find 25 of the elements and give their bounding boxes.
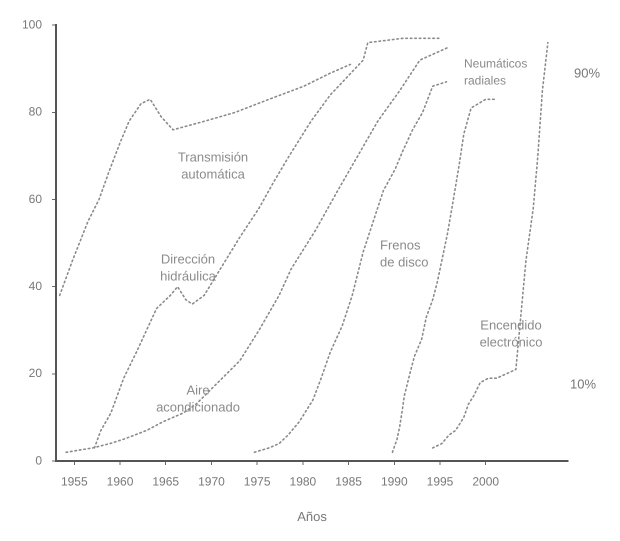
x-tick-label: 1955: [60, 474, 88, 489]
x-tick-label: 2000: [472, 474, 500, 489]
series-label: Dirección hidráulica: [160, 252, 217, 284]
text: 10%: [570, 376, 596, 392]
y-tick-label: 40: [28, 278, 42, 293]
x-tick-label: 1995: [426, 474, 454, 489]
series-label: Aire acondicionado: [156, 382, 240, 415]
x-tick-label: 1975: [244, 474, 271, 489]
x-tick-label: 1965: [152, 474, 180, 489]
x-tick-label: 1980: [290, 474, 317, 489]
y-tick-label: 60: [28, 192, 42, 206]
x-tick-label: 1960: [106, 474, 134, 489]
text: 90%: [574, 66, 600, 81]
y-tick-label: 100: [22, 18, 42, 32]
x-tick-label: 1970: [198, 474, 226, 489]
series-label: Neumáticos radiales: [464, 56, 528, 88]
y-tick-label: 80: [28, 104, 42, 119]
y-tick-label: 20: [28, 366, 42, 380]
x-axis-title: Años: [297, 508, 328, 524]
x-tick-label: 1990: [380, 474, 408, 489]
series-label: Frenos de disco: [380, 238, 428, 270]
x-tick-label: 1985: [335, 474, 362, 489]
y-tick-label: 0: [35, 453, 42, 468]
series-label: Encendido electrónico: [480, 318, 542, 350]
series-label: Transmisión automática: [178, 150, 248, 182]
